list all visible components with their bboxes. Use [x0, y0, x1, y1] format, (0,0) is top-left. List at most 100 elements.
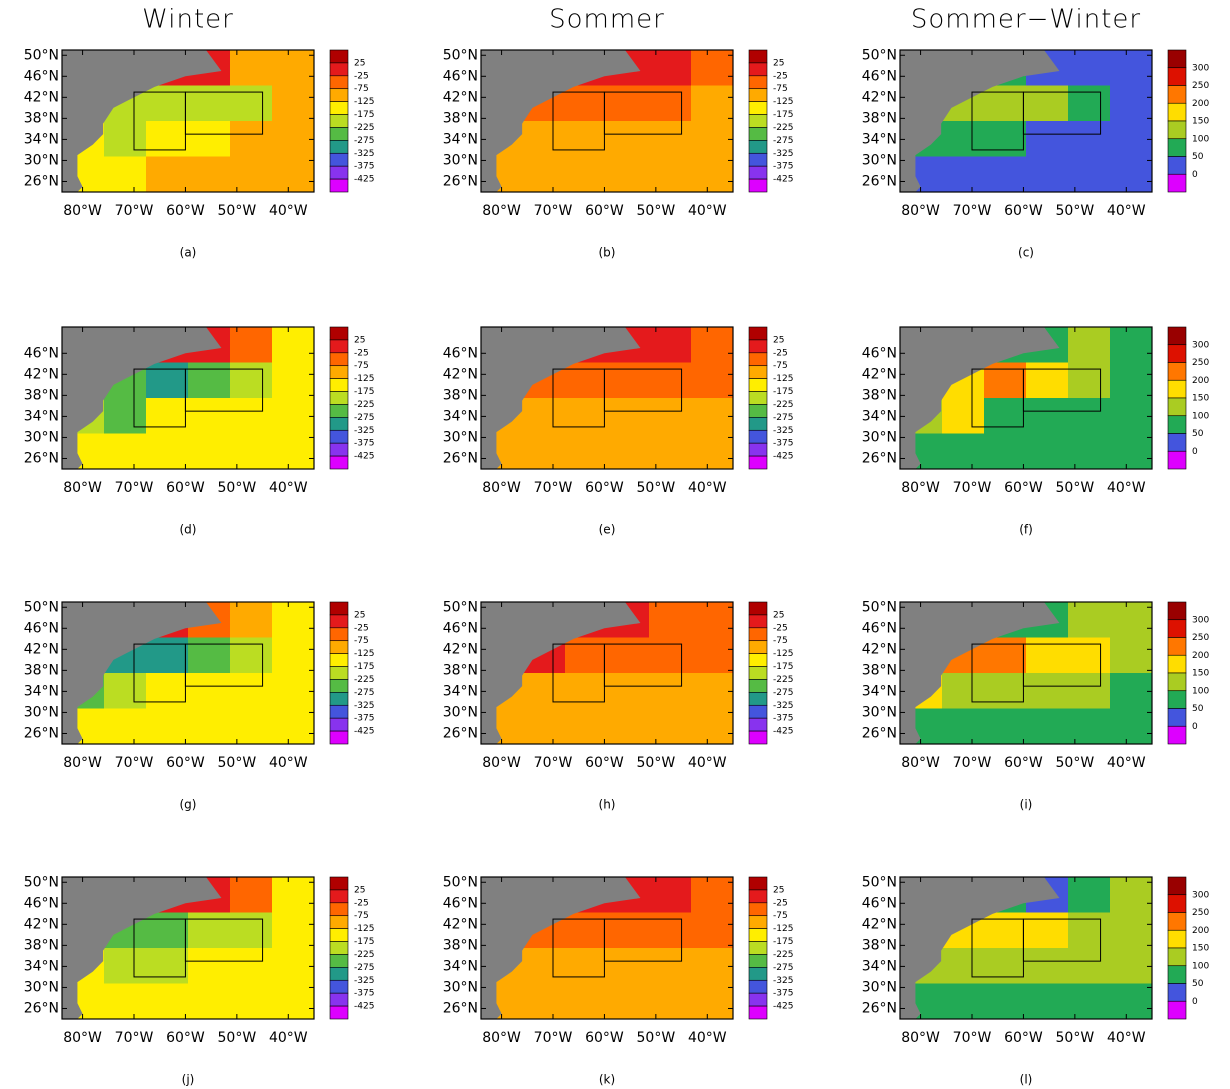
x-tick-label: 80°W	[63, 480, 102, 496]
colorbar-label: -75	[773, 911, 788, 921]
field-cell	[565, 398, 608, 434]
field-cell	[984, 708, 1027, 745]
colorbar-label: 100	[1192, 411, 1209, 421]
colorbar-box	[748, 692, 768, 706]
field-cell	[691, 433, 734, 470]
colorbar-label: -325	[773, 976, 793, 986]
colorbar-label: 0	[1192, 722, 1198, 732]
colorbar-box	[329, 114, 349, 128]
x-tick-label: 70°W	[534, 480, 573, 496]
land	[62, 50, 222, 192]
colorbar-box	[748, 88, 768, 102]
colorbar-box	[1167, 894, 1187, 913]
colorbar-box	[748, 1005, 768, 1020]
colorbar-box	[748, 404, 768, 418]
colorbar-label: 25	[354, 885, 365, 895]
y-tick-label: 26°N	[24, 1000, 59, 1016]
field-cell	[1026, 912, 1069, 949]
colorbar-box	[748, 429, 768, 444]
field-cell	[1026, 398, 1069, 434]
colorbar-label: -275	[354, 413, 374, 423]
field-cell	[272, 327, 315, 363]
colorbar-box	[748, 889, 768, 904]
field-cell	[188, 156, 231, 193]
field-cell	[1068, 433, 1111, 470]
panel-label: (e)	[599, 523, 616, 537]
colorbar-label: -125	[773, 97, 793, 107]
map-panel: 80°W 70°W 60°W 50°W 40°W 46°N 42°N 38°N 34°N 30°N…	[862, 326, 1209, 537]
colorbar-box	[1167, 619, 1187, 638]
colorbar-box	[748, 101, 768, 115]
colorbar-label: -275	[354, 688, 374, 698]
y-tick-label: 50°N	[862, 874, 897, 890]
field-cell	[1068, 912, 1111, 949]
field-cell	[188, 708, 231, 745]
y-tick-label: 50°N	[24, 599, 59, 615]
column-title: Sommer	[549, 5, 665, 35]
y-tick-label: 42°N	[24, 89, 59, 105]
colorbar-label: -75	[773, 636, 788, 646]
field-cell	[272, 121, 315, 157]
region-box	[184, 643, 264, 687]
field-cell	[607, 433, 650, 470]
field-cell	[188, 948, 231, 984]
y-tick-label: 30°N	[862, 704, 897, 720]
colorbar-box	[329, 88, 349, 102]
colorbar-label: -375	[354, 714, 374, 724]
field-cell	[1110, 637, 1153, 674]
colorbar-box	[329, 992, 349, 1007]
map-panel: 80°W 70°W 60°W 50°W 40°W 50°N 46°N 42°N 38°N 34°N…	[443, 5, 794, 260]
y-tick-label: 34°N	[862, 408, 897, 424]
x-tick-label: 40°W	[269, 1030, 308, 1046]
field-cell	[691, 708, 734, 745]
field-cell	[104, 398, 147, 434]
colorbar-box	[329, 876, 349, 891]
field-cell	[942, 673, 985, 709]
x-tick-label: 60°W	[166, 480, 205, 496]
column-title: Winter	[142, 5, 234, 35]
field-cell	[146, 673, 189, 709]
colorbar-box	[329, 928, 349, 942]
y-tick-label: 42°N	[862, 641, 897, 657]
field-cell	[272, 708, 315, 745]
colorbar-label: -225	[354, 123, 374, 133]
field-cell	[1110, 433, 1153, 470]
field-cell	[1110, 156, 1153, 193]
colorbar-label: 200	[1192, 376, 1209, 386]
colorbar-label: -425	[354, 452, 374, 462]
field-cell	[230, 637, 273, 674]
colorbar-label: -75	[773, 84, 788, 94]
map-frame	[61, 49, 315, 193]
y-tick-label: 34°N	[443, 958, 478, 974]
colorbar-label: 100	[1192, 134, 1209, 144]
x-tick-label: 80°W	[482, 1030, 521, 1046]
x-tick-label: 50°W	[637, 480, 676, 496]
field-cell	[104, 156, 147, 193]
x-tick-label: 70°W	[115, 755, 154, 771]
land	[481, 877, 641, 1019]
field-cell	[691, 398, 734, 434]
colorbar-box	[748, 152, 768, 167]
colorbar-box	[1167, 344, 1187, 363]
colorbar-label: -425	[773, 452, 793, 462]
field-cell	[272, 398, 315, 434]
field-cell	[188, 121, 231, 157]
map-panel: 80°W 70°W 60°W 50°W 40°W 50°N 46°N 42°N 38°N 34°N…	[862, 5, 1210, 260]
colorbar-label: -425	[773, 1002, 793, 1012]
y-tick-label: 42°N	[24, 641, 59, 657]
colorbar-box	[1167, 156, 1187, 175]
colorbar-box	[748, 339, 768, 354]
field-cell	[523, 398, 566, 434]
land	[62, 327, 222, 469]
colorbar-box	[748, 640, 768, 654]
y-tick-label: 46°N	[24, 620, 59, 636]
colorbar-label: 50	[1192, 704, 1204, 714]
colorbar-box	[329, 49, 349, 64]
colorbar-label: -125	[354, 374, 374, 384]
field-cell	[1026, 85, 1069, 122]
colorbar-label: -375	[773, 439, 793, 449]
field-cell	[1110, 912, 1153, 949]
field-cell	[984, 983, 1027, 1020]
y-tick-label: 30°N	[443, 979, 478, 995]
y-tick-label: 34°N	[24, 958, 59, 974]
